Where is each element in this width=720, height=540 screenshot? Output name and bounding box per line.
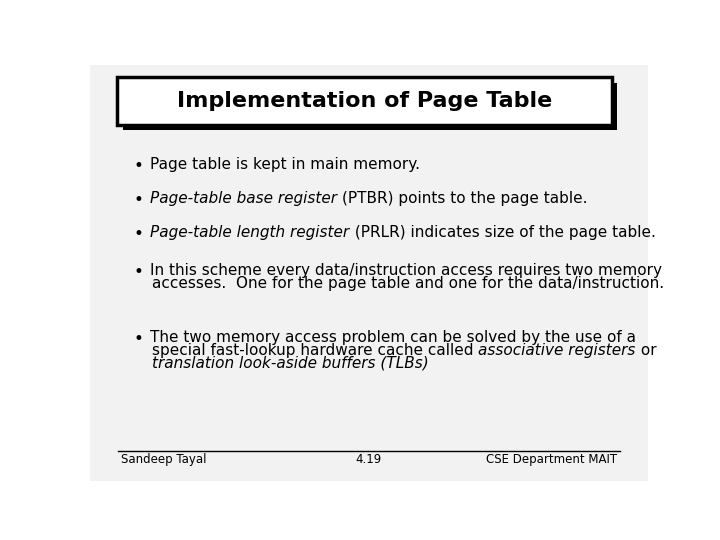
Text: Page-table base register: Page-table base register — [150, 191, 342, 206]
Text: (PRLR) indicates size of the page table.: (PRLR) indicates size of the page table. — [350, 225, 655, 240]
Text: CSE Department MAIT: CSE Department MAIT — [486, 453, 617, 465]
Text: associative registers: associative registers — [478, 343, 636, 358]
Text: Page table is kept in main memory.: Page table is kept in main memory. — [150, 157, 420, 172]
FancyBboxPatch shape — [122, 83, 617, 130]
Text: 4.19: 4.19 — [356, 453, 382, 465]
Text: •: • — [133, 264, 143, 281]
Text: accesses.  One for the page table and one for the data/instruction.: accesses. One for the page table and one… — [152, 276, 664, 291]
Text: In this scheme every data/instruction access requires two memory: In this scheme every data/instruction ac… — [150, 264, 662, 279]
Text: •: • — [133, 225, 143, 243]
FancyBboxPatch shape — [117, 77, 611, 125]
Text: Implementation of Page Table: Implementation of Page Table — [176, 91, 552, 111]
Text: Sandeep Tayal: Sandeep Tayal — [121, 453, 207, 465]
Text: •: • — [133, 330, 143, 348]
Text: or: or — [636, 343, 657, 358]
FancyBboxPatch shape — [84, 59, 654, 486]
Text: •: • — [133, 157, 143, 175]
Text: Page-table length register: Page-table length register — [150, 225, 350, 240]
Text: The two memory access problem can be solved by the use of a: The two memory access problem can be sol… — [150, 330, 636, 346]
Text: •: • — [133, 191, 143, 209]
Text: translation look-aside buffers (TLBs): translation look-aside buffers (TLBs) — [152, 355, 428, 370]
Text: (PTBR) points to the page table.: (PTBR) points to the page table. — [342, 191, 588, 206]
Text: special fast-lookup hardware cache called: special fast-lookup hardware cache calle… — [152, 343, 478, 358]
